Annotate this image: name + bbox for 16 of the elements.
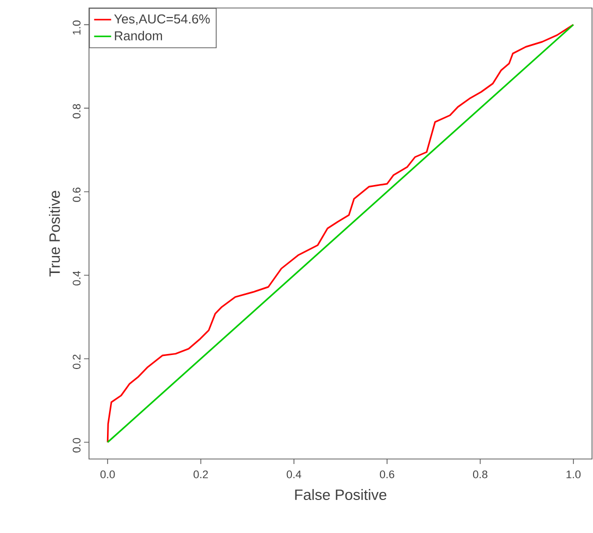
y-tick-label: 0.0 [72,438,81,452]
x-axis-title: False Positive [295,489,386,500]
y-tick-label: 0.8 [72,104,81,118]
y-tick-label: 1.0 [72,20,81,34]
x-tick-label: 0.6 [380,470,394,478]
x-tick-label: 0.2 [194,470,208,478]
legend-label: Yes,AUC=54.6% [114,14,210,26]
y-tick-label: 0.6 [72,188,81,202]
x-tick-label: 0.4 [286,470,302,478]
x-tick-label: 0.8 [473,470,488,478]
y-tick-label: 0.2 [72,354,81,369]
x-tick-label: 0.0 [100,470,115,478]
legend-label: Random [114,30,162,40]
y-axis-title: True Positive [48,190,60,276]
x-tick-label: 1.0 [566,470,581,478]
y-tick-label: 0.4 [72,270,81,286]
